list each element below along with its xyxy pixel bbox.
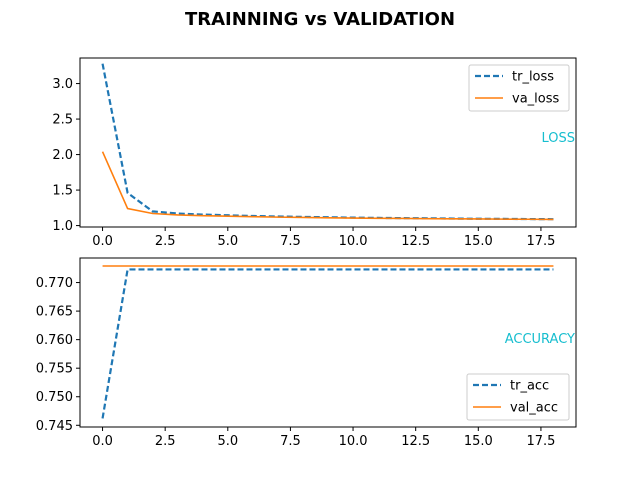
x-tick-label: 5.0 <box>217 434 238 449</box>
y-tick-label: 0.745 <box>36 419 73 434</box>
legend-label-val_acc: val_acc <box>510 401 558 416</box>
x-tick-label: 7.5 <box>280 234 301 249</box>
y-tick-label: 3.0 <box>52 77 73 92</box>
x-tick-label: 5.0 <box>217 234 238 249</box>
x-tick-label: 15.0 <box>464 234 493 249</box>
x-tick-label: 12.5 <box>401 434 430 449</box>
panel-accuracy: 0.0 2.5 5.0 7.5 10.0 12.5 15.0 17.5 0.745 0.750 0.… <box>36 257 577 449</box>
x-tick-label: 10.0 <box>339 434 368 449</box>
y-tick-label: 2.5 <box>52 113 73 128</box>
y-tick-label: 2.0 <box>52 148 73 163</box>
axes-frame <box>79 257 577 428</box>
legend: tr_acc val_acc <box>466 373 570 421</box>
legend-label-va_loss: va_loss <box>512 92 559 107</box>
annotation-accuracy: ACCURACY <box>505 332 575 347</box>
y-tick-label: 0.755 <box>36 362 73 377</box>
x-tick-label: 2.5 <box>155 434 176 449</box>
legend: tr_loss va_loss <box>468 64 570 112</box>
x-tick-label: 7.5 <box>280 434 301 449</box>
y-tick-label: 1.0 <box>52 219 73 234</box>
series-line-tr_acc <box>101 268 554 419</box>
y-tick-label: 1.5 <box>52 184 73 199</box>
figure-title: TRAINNING vs VALIDATION <box>185 9 455 30</box>
x-tick-label: 0.0 <box>92 434 113 449</box>
annotation-loss: LOSS <box>541 131 575 146</box>
x-tick-label: 17.5 <box>526 234 555 249</box>
y-tick-label: 0.765 <box>36 305 73 320</box>
x-tick-label: 17.5 <box>526 434 555 449</box>
y-tick-label: 0.770 <box>36 276 73 291</box>
x-tick-label: 0.0 <box>92 234 113 249</box>
x-tick-label: 10.0 <box>339 234 368 249</box>
axes-frame <box>79 57 577 228</box>
panel-loss: 0.0 2.5 5.0 7.5 10.0 12.5 15.0 17.5 1.0 1.5 2.0 2.5… <box>52 57 577 249</box>
legend-label-tr_acc: tr_acc <box>510 379 549 394</box>
x-tick-label: 2.5 <box>155 234 176 249</box>
y-tick-label: 0.760 <box>36 333 73 348</box>
legend-label-tr_loss: tr_loss <box>512 70 554 85</box>
x-tick-label: 15.0 <box>464 434 493 449</box>
series-line-va_loss <box>101 151 554 221</box>
x-tick-label: 12.5 <box>401 234 430 249</box>
y-tick-label: 0.750 <box>36 390 73 405</box>
chart-panels: 0.0 2.5 5.0 7.5 10.0 12.5 15.0 17.5 1.0 1.5 2.0 2.5… <box>36 57 577 449</box>
